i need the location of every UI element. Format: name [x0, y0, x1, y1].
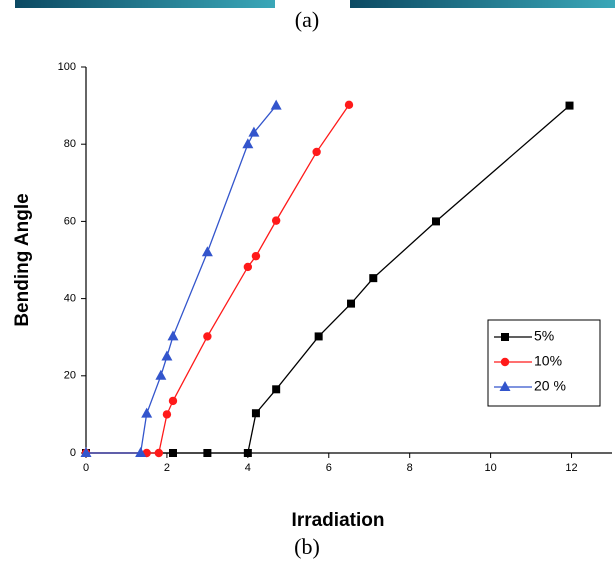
- caption-a: (a): [295, 7, 319, 32]
- series-line: [86, 105, 277, 454]
- image-strip-right: [350, 0, 615, 8]
- marker: [251, 409, 260, 418]
- series-line: [86, 104, 350, 454]
- x-tick-label: 2: [164, 462, 170, 474]
- marker: [270, 99, 282, 110]
- y-tick-label: 40: [64, 293, 76, 305]
- marker: [347, 299, 356, 308]
- marker: [154, 448, 164, 458]
- marker: [167, 330, 179, 341]
- legend-marker: [501, 333, 509, 341]
- y-tick-label: 80: [64, 138, 76, 150]
- y-tick-label: 20: [64, 370, 76, 382]
- marker: [272, 385, 281, 394]
- marker: [155, 369, 167, 380]
- marker: [431, 217, 440, 226]
- legend-label: 20 %: [534, 378, 566, 394]
- marker: [242, 138, 254, 149]
- y-tick-label: 60: [64, 215, 76, 227]
- legend-label: 5%: [534, 328, 554, 344]
- marker: [162, 410, 172, 419]
- y-tick-label: 0: [70, 447, 76, 459]
- marker: [251, 251, 261, 261]
- x-tick-label: 8: [407, 462, 413, 474]
- marker: [168, 396, 178, 406]
- y-axis-label: Bending Angle: [12, 193, 33, 326]
- x-tick-label: 0: [83, 462, 89, 474]
- y-tick-label: 100: [58, 61, 76, 73]
- marker: [243, 449, 252, 457]
- marker: [565, 101, 574, 110]
- marker: [201, 246, 213, 257]
- legend-label: 10%: [534, 353, 562, 369]
- marker: [243, 262, 253, 272]
- marker: [203, 332, 212, 341]
- marker: [344, 100, 354, 110]
- x-tick-label: 12: [565, 462, 577, 474]
- marker: [312, 147, 321, 157]
- image-strip-left: [15, 0, 275, 8]
- marker: [135, 447, 147, 457]
- marker: [80, 447, 92, 457]
- marker: [369, 274, 378, 283]
- marker: [314, 332, 323, 341]
- x-tick-label: 10: [484, 462, 496, 474]
- legend-marker: [500, 357, 510, 367]
- marker: [141, 407, 153, 418]
- x-axis-label: Irradiation: [292, 510, 385, 531]
- marker: [168, 449, 177, 457]
- marker: [161, 350, 173, 361]
- x-tick-label: 4: [245, 462, 251, 474]
- marker: [203, 449, 212, 457]
- caption-b: (b): [294, 534, 320, 559]
- legend-marker: [499, 381, 511, 391]
- marker: [248, 126, 260, 137]
- marker: [271, 216, 281, 225]
- x-tick-label: 6: [326, 462, 332, 474]
